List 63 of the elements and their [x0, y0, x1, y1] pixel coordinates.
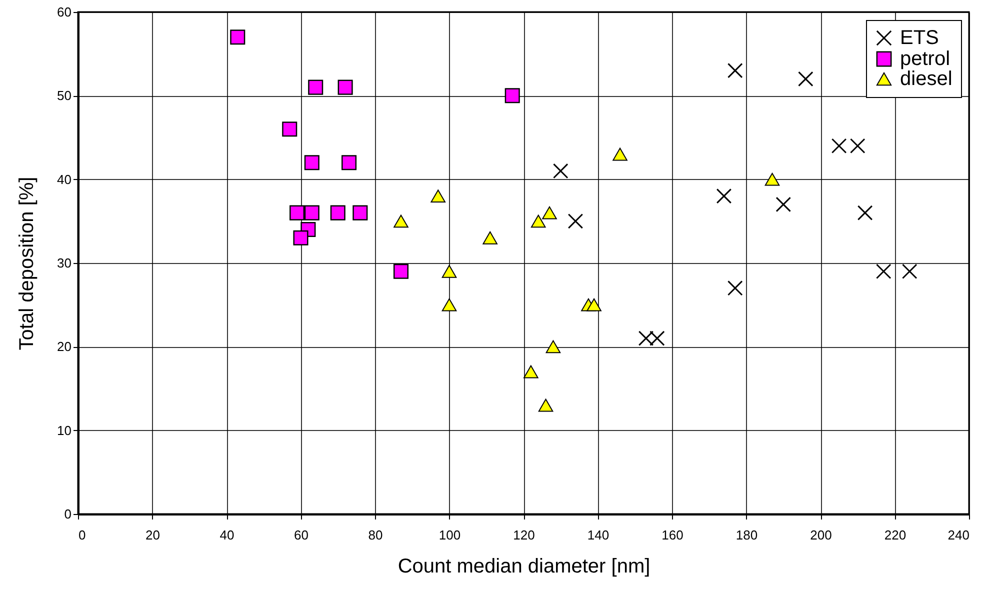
point — [341, 155, 357, 170]
y-axis-title: Total deposition [%] — [16, 176, 38, 350]
point — [850, 138, 866, 154]
x-axis-title: Count median diameter [nm] — [398, 556, 650, 578]
point — [546, 340, 561, 354]
point — [442, 298, 457, 312]
point — [308, 80, 324, 95]
legend-label: diesel — [900, 68, 952, 90]
point — [352, 205, 368, 220]
point — [552, 163, 568, 179]
point — [524, 365, 538, 378]
point — [776, 196, 792, 212]
x-tick-label: 140 — [587, 528, 610, 542]
point — [727, 62, 743, 78]
point — [727, 280, 743, 296]
point — [293, 230, 308, 246]
point — [586, 298, 602, 312]
point — [764, 172, 780, 186]
point — [798, 71, 814, 87]
point — [530, 214, 546, 228]
y-tick-label: 0 — [64, 506, 72, 522]
point — [394, 214, 408, 228]
point — [504, 88, 520, 104]
x-tick-label: 40 — [220, 528, 234, 542]
point — [230, 30, 246, 45]
x-tick-label: 60 — [294, 528, 308, 542]
point — [482, 231, 498, 244]
point — [290, 205, 305, 220]
point — [393, 264, 409, 279]
point — [304, 155, 320, 170]
x-tick-label: 160 — [662, 528, 684, 542]
point — [876, 264, 892, 280]
y-tick-label: 30 — [57, 256, 72, 270]
y-tick-label: 40 — [57, 172, 72, 187]
point — [338, 80, 353, 95]
x-tick-label: 180 — [736, 528, 758, 542]
y-tick-label: 10 — [57, 422, 72, 438]
point — [282, 122, 298, 137]
y-tick-label: 50 — [57, 88, 72, 104]
point — [716, 188, 732, 204]
point — [831, 138, 847, 154]
x-tick-label: 120 — [513, 528, 535, 542]
point — [442, 264, 457, 278]
point — [857, 205, 873, 220]
x-tick-label: 240 — [948, 528, 970, 542]
point — [568, 214, 584, 229]
legend-label: petrol — [900, 48, 950, 70]
y-tick-label: 60 — [57, 4, 72, 20]
y-tick-label: 20 — [57, 339, 72, 354]
point — [330, 205, 346, 220]
x-tick-label: 0 — [78, 528, 86, 542]
x-tick-label: 20 — [146, 528, 160, 542]
point — [902, 264, 918, 280]
point — [542, 206, 557, 220]
legend-label: ETS — [900, 27, 939, 49]
point — [430, 190, 446, 203]
x-tick-label: 80 — [368, 528, 383, 542]
x-tick-label: 100 — [438, 528, 461, 542]
point — [304, 205, 320, 220]
point — [612, 148, 628, 161]
point — [538, 398, 554, 412]
x-tick-label: 200 — [810, 528, 832, 542]
x-tick-label: 220 — [884, 528, 906, 542]
